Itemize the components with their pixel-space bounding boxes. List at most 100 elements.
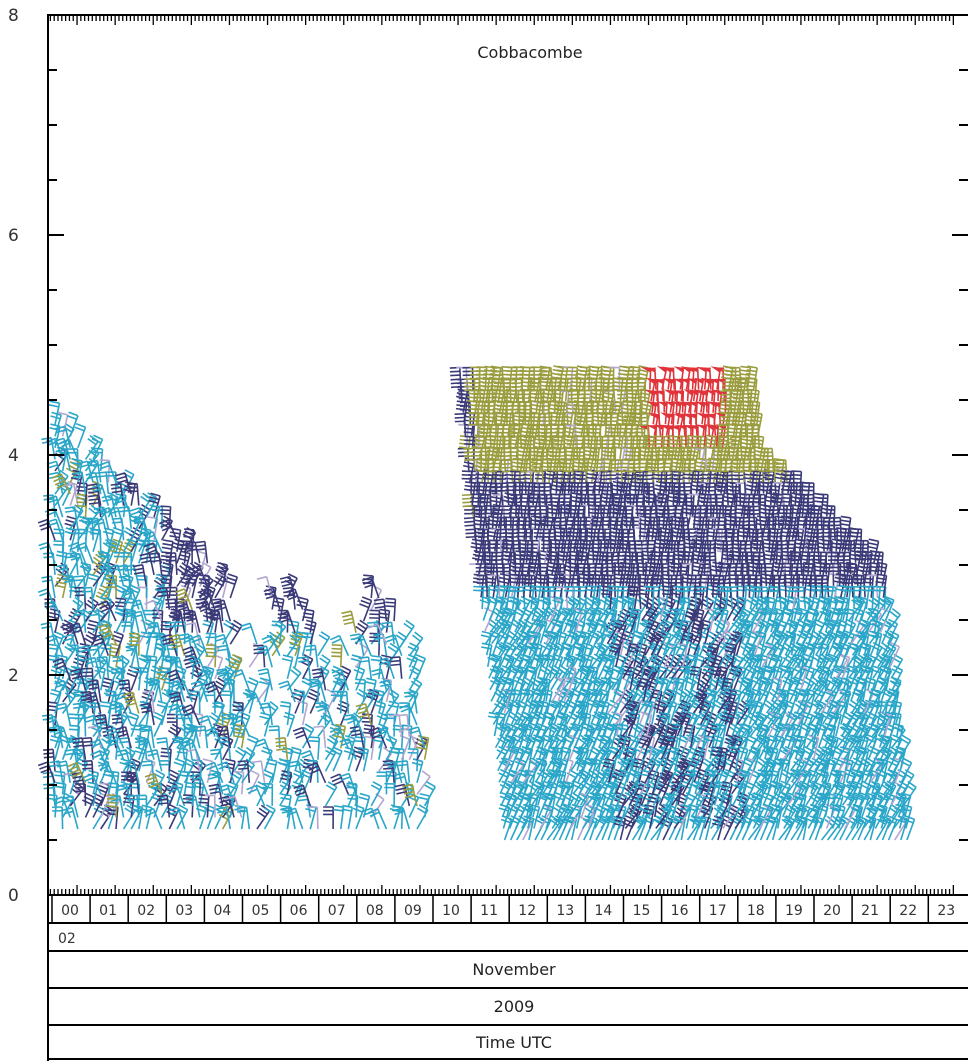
wind-barb: [414, 653, 426, 680]
wind-barb: [663, 389, 675, 413]
wind-barb: [65, 737, 79, 760]
wind-barb: [95, 714, 110, 737]
wind-barb: [256, 804, 271, 830]
hour-label: 02: [137, 903, 155, 919]
wind-barb: [69, 622, 87, 645]
wind-barb: [87, 679, 102, 703]
wind-barb: [50, 411, 62, 437]
wind-barb: [159, 760, 171, 783]
wind-barb: [93, 506, 110, 529]
wind-barb: [89, 738, 110, 761]
hour-label: 03: [175, 903, 193, 919]
wind-barb: [55, 425, 72, 449]
hour-label: 17: [709, 903, 727, 919]
wind-barb: [81, 586, 94, 610]
wind-barb: [73, 748, 87, 772]
wind-barb: [101, 494, 117, 518]
wind-barb: [384, 782, 396, 806]
wind-barb: [248, 642, 263, 668]
wind-barb: [72, 702, 87, 726]
hour-label: 01: [99, 903, 117, 919]
wind-barb: [62, 795, 79, 818]
wind-barb: [88, 494, 102, 518]
wind-barb: [84, 714, 102, 737]
y-tick-label: 4: [8, 446, 19, 466]
hour-label: 05: [252, 903, 270, 919]
wind-barb: [268, 725, 281, 749]
hour-label: 00: [61, 903, 79, 919]
wind-barb: [81, 736, 94, 760]
wind-barb: [134, 746, 146, 772]
hour-label: 09: [404, 903, 422, 919]
wind-barb: [91, 634, 110, 657]
wind-barb: [385, 642, 400, 668]
x-axis-title: Time UTC: [475, 1033, 552, 1052]
wind-barb: [330, 773, 350, 795]
wind-barb: [231, 669, 251, 691]
wind-barb: [82, 667, 94, 691]
wind-barb: [55, 702, 72, 726]
year-label: 2009: [494, 997, 535, 1016]
y-tick-label: 6: [8, 226, 19, 246]
y-tick-label: 0: [8, 886, 19, 906]
wind-barb: [205, 644, 217, 668]
wind-barb: [61, 689, 77, 714]
wind-barb: [275, 737, 289, 760]
wind-barb: [341, 610, 357, 633]
wind-barb: [97, 600, 117, 622]
wind-barb: [331, 644, 343, 668]
y-axis-labels: 0 2 4 6 8: [8, 6, 19, 906]
x-axis-bands: 02 November 2009 Time UTC: [47, 895, 968, 1061]
wind-barb: [656, 365, 668, 390]
wind-barb: [57, 411, 69, 437]
wind-barb: [91, 434, 104, 460]
wind-barb: [54, 770, 66, 795]
wind-barb: [70, 668, 87, 691]
wind-barb: [64, 506, 79, 529]
wind-barb: [92, 518, 110, 541]
wind-barb: [105, 738, 125, 761]
wind-barb: [77, 460, 94, 483]
wind-barb: [85, 471, 102, 495]
wind-barb: [87, 644, 102, 668]
wind-barb: [281, 654, 294, 680]
hour-label: 20: [823, 903, 841, 919]
wind-barb: [323, 806, 334, 830]
wind-barb: [341, 804, 354, 830]
hour-label: 10: [442, 903, 460, 919]
hour-label: 13: [556, 903, 574, 919]
hour-label: 12: [518, 903, 536, 919]
hour-label: 08: [366, 903, 384, 919]
wind-barb: [111, 527, 124, 553]
wind-barb: [121, 552, 133, 575]
wind-barb: [52, 657, 71, 680]
wind-barb: [317, 631, 331, 657]
wind-barb: [72, 471, 87, 495]
wind-barb: [54, 573, 69, 599]
wind-barb: [87, 459, 102, 483]
wind-barb: [59, 438, 79, 460]
hour-label: 07: [328, 903, 346, 919]
wind-barb: [99, 564, 117, 587]
wind-barb: [49, 760, 64, 783]
wind-barb: [48, 400, 61, 425]
wind-barb: [56, 550, 68, 576]
wind-barb: [85, 656, 102, 680]
wind-barb: [352, 804, 365, 830]
wind-barb: [387, 700, 400, 726]
wind-barb: [229, 619, 243, 645]
wind-barb: [324, 781, 338, 807]
hour-label: 22: [899, 903, 917, 919]
wind-barb: [423, 781, 436, 807]
wind-barb: [74, 422, 87, 449]
wind-barb: [69, 552, 87, 576]
wind-barb: [68, 542, 87, 564]
wind-barb: [240, 622, 258, 645]
wind-barb: [105, 727, 125, 749]
hour-label: 11: [480, 903, 498, 919]
wind-barb: [127, 711, 140, 737]
wind-barb: [330, 690, 342, 714]
wind-barb: [52, 806, 64, 830]
wind-barb: [160, 747, 172, 772]
